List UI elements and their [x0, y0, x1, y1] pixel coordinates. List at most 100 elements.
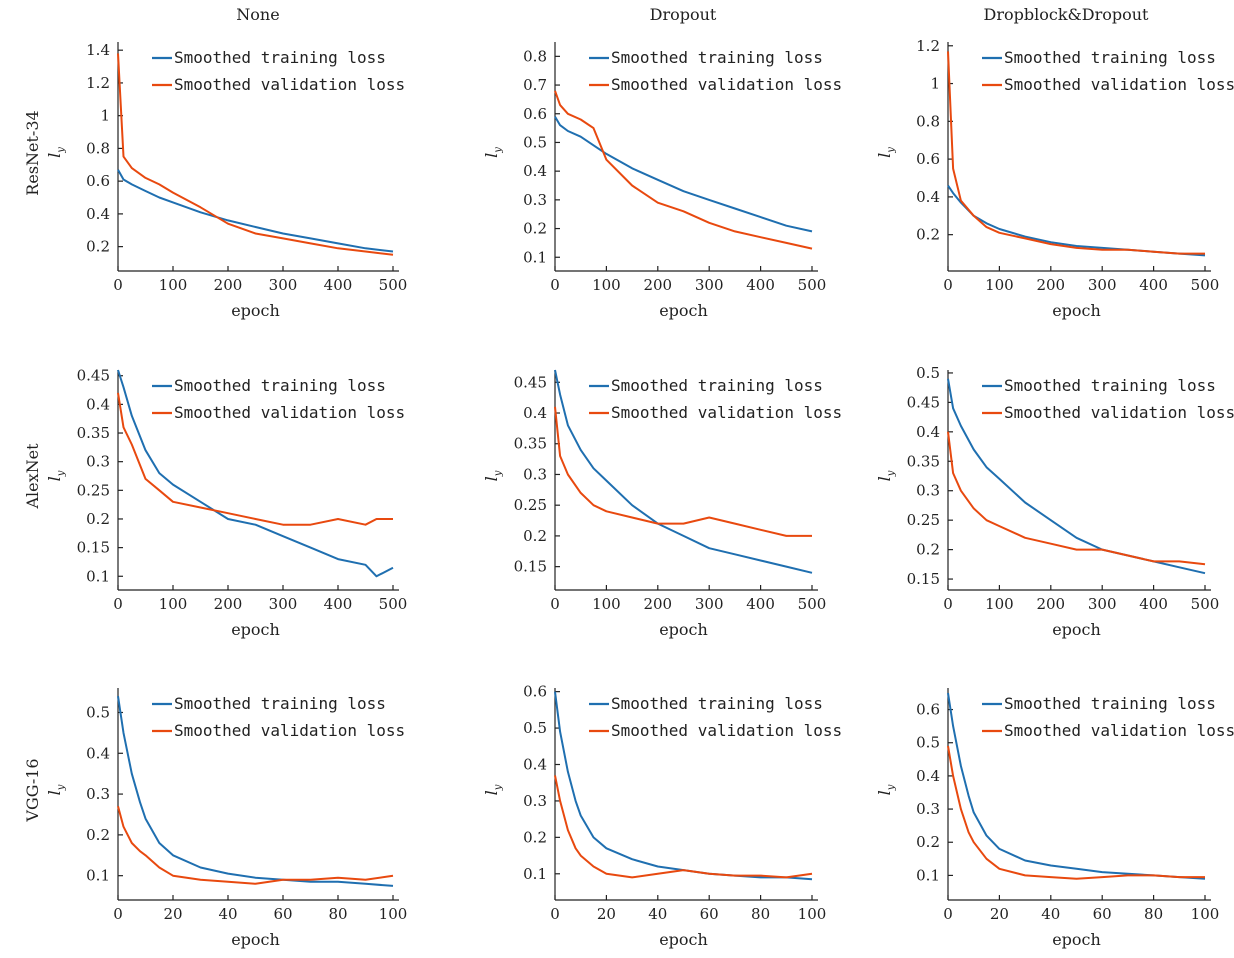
- validation-loss-line: [117, 806, 394, 885]
- legend-label: Smoothed validation loss: [611, 75, 842, 94]
- y-tick-label: 0.2: [86, 510, 110, 528]
- x-tick-label: 400: [1139, 276, 1168, 294]
- y-tick-label: 1.2: [916, 37, 940, 55]
- legend-label: Smoothed validation loss: [611, 721, 842, 740]
- x-tick-label: 100: [1191, 905, 1220, 923]
- legend-label: Smoothed training loss: [611, 694, 823, 713]
- x-tick-label: 400: [746, 276, 775, 294]
- y-tick-label: 1.2: [86, 74, 110, 92]
- subplot-r1-c1: 0 100 200 300 400 500 0.15 0.2 0.25 0.3 0.35 0.4 0.4…: [482, 369, 842, 639]
- legend-label: Smoothed training loss: [174, 694, 386, 713]
- x-tick-label: 0: [550, 595, 560, 613]
- x-tick-label: 100: [159, 595, 188, 613]
- y-tick-label: 0.5: [916, 364, 940, 382]
- x-tick-label: 200: [1036, 276, 1065, 294]
- y-tick-label: 0.2: [916, 833, 940, 851]
- x-tick-label: 100: [159, 276, 188, 294]
- legend-label: Smoothed validation loss: [1004, 403, 1234, 422]
- y-tick-label: 0.15: [907, 570, 940, 588]
- training-loss-line: [554, 691, 813, 881]
- subplot-r2-c1: 0 20 40 60 80 100 0.1 0.2 0.3 0.4 0.5 0.6 epoch ly Smo…: [482, 683, 842, 949]
- x-tick-label: 0: [943, 595, 953, 613]
- x-tick-label: 500: [1191, 276, 1220, 294]
- x-tick-label: 200: [643, 595, 672, 613]
- training-loss-line: [117, 696, 394, 887]
- axes-spines: [947, 42, 1211, 272]
- y-tick-label: 0.35: [514, 435, 547, 453]
- x-axis-label: epoch: [659, 301, 708, 320]
- row-title-1: AlexNet: [23, 443, 42, 510]
- subplot-r1-c0: 0 100 200 300 400 500 0.1 0.15 0.2 0.25 0.3 0.35 0.4…: [45, 367, 407, 639]
- y-tick-label: 0.45: [77, 367, 110, 385]
- y-tick-label: 0.5: [523, 719, 547, 737]
- x-axis-label: epoch: [1052, 620, 1101, 639]
- x-tick-label: 300: [695, 276, 724, 294]
- axes-spines: [554, 42, 818, 272]
- validation-loss-line: [554, 406, 812, 537]
- axes-spines: [117, 370, 399, 591]
- x-axis-label: epoch: [1052, 301, 1101, 320]
- y-axis-label: ly: [875, 147, 897, 158]
- subplot-r1-c2: 0 100 200 300 400 500 0.15 0.2 0.25 0.3 0.35 0.4 0.4…: [875, 364, 1234, 639]
- y-tick-label: 0.8: [523, 47, 547, 65]
- x-tick-label: 400: [324, 276, 353, 294]
- legend-label: Smoothed validation loss: [174, 721, 405, 740]
- x-tick-label: 500: [798, 595, 827, 613]
- x-tick-label: 100: [592, 595, 621, 613]
- x-tick-label: 200: [643, 276, 672, 294]
- y-tick-label: 0.2: [86, 826, 110, 844]
- x-tick-label: 200: [214, 276, 243, 294]
- y-tick-label: 0.2: [86, 238, 110, 256]
- y-tick-label: 0.15: [514, 558, 547, 576]
- x-tick-label: 100: [798, 905, 827, 923]
- y-tick-label: 0.2: [916, 226, 940, 244]
- x-tick-label: 60: [700, 905, 719, 923]
- validation-loss-line: [947, 51, 1205, 255]
- validation-loss-line: [947, 431, 1206, 566]
- y-tick-label: 0.4: [916, 767, 940, 785]
- y-tick-label: 0.3: [523, 191, 547, 209]
- x-tick-label: 300: [1088, 276, 1117, 294]
- training-loss-line: [554, 116, 813, 233]
- x-tick-label: 80: [751, 905, 770, 923]
- x-tick-label: 0: [943, 905, 953, 923]
- subplot-r2-c0: 0 20 40 60 80 100 0.1 0.2 0.3 0.4 0.5 epoch ly Smooth…: [45, 688, 407, 949]
- x-tick-label: 100: [592, 276, 621, 294]
- x-axis-label: epoch: [231, 620, 280, 639]
- y-tick-label: 0.2: [523, 220, 547, 238]
- y-axis-label: ly: [482, 147, 504, 158]
- y-tick-label: 0.1: [523, 865, 547, 883]
- legend-label: Smoothed validation loss: [174, 403, 405, 422]
- legend-label: Smoothed validation loss: [611, 403, 842, 422]
- y-tick-label: 0.35: [77, 424, 110, 442]
- x-axis-label: epoch: [1052, 930, 1101, 949]
- y-tick-label: 0.5: [523, 133, 547, 151]
- y-axis-label: ly: [45, 470, 67, 481]
- validation-loss-line: [947, 745, 1205, 880]
- y-tick-label: 0.7: [523, 76, 547, 94]
- y-tick-label: 0.4: [523, 404, 547, 422]
- y-tick-label: 0.4: [86, 205, 110, 223]
- x-tick-label: 40: [218, 905, 237, 923]
- axes-spines: [117, 42, 399, 272]
- subplot-r0-c1: 0 100 200 300 400 500 0.1 0.2 0.3 0.4 0.5 0.6 0.7 0.8…: [482, 42, 842, 320]
- y-tick-label: 0.45: [514, 373, 547, 391]
- x-tick-label: 500: [379, 276, 408, 294]
- x-axis-label: epoch: [231, 930, 280, 949]
- y-tick-label: 1: [100, 107, 110, 125]
- axes-spines: [947, 688, 1211, 901]
- legend-label: Smoothed validation loss: [1004, 75, 1234, 94]
- y-tick-label: 0.45: [907, 393, 940, 411]
- x-tick-label: 500: [379, 595, 408, 613]
- x-axis-label: epoch: [659, 930, 708, 949]
- y-tick-label: 0.6: [86, 172, 110, 190]
- x-tick-label: 20: [597, 905, 616, 923]
- column-title-1: Dropout: [650, 5, 717, 24]
- validation-loss-line: [554, 775, 813, 879]
- x-tick-label: 20: [990, 905, 1009, 923]
- training-loss-line: [554, 369, 813, 574]
- y-tick-label: 0.1: [86, 867, 110, 885]
- x-tick-label: 300: [269, 276, 298, 294]
- y-tick-label: 0.6: [523, 683, 547, 701]
- y-tick-label: 0.15: [77, 539, 110, 557]
